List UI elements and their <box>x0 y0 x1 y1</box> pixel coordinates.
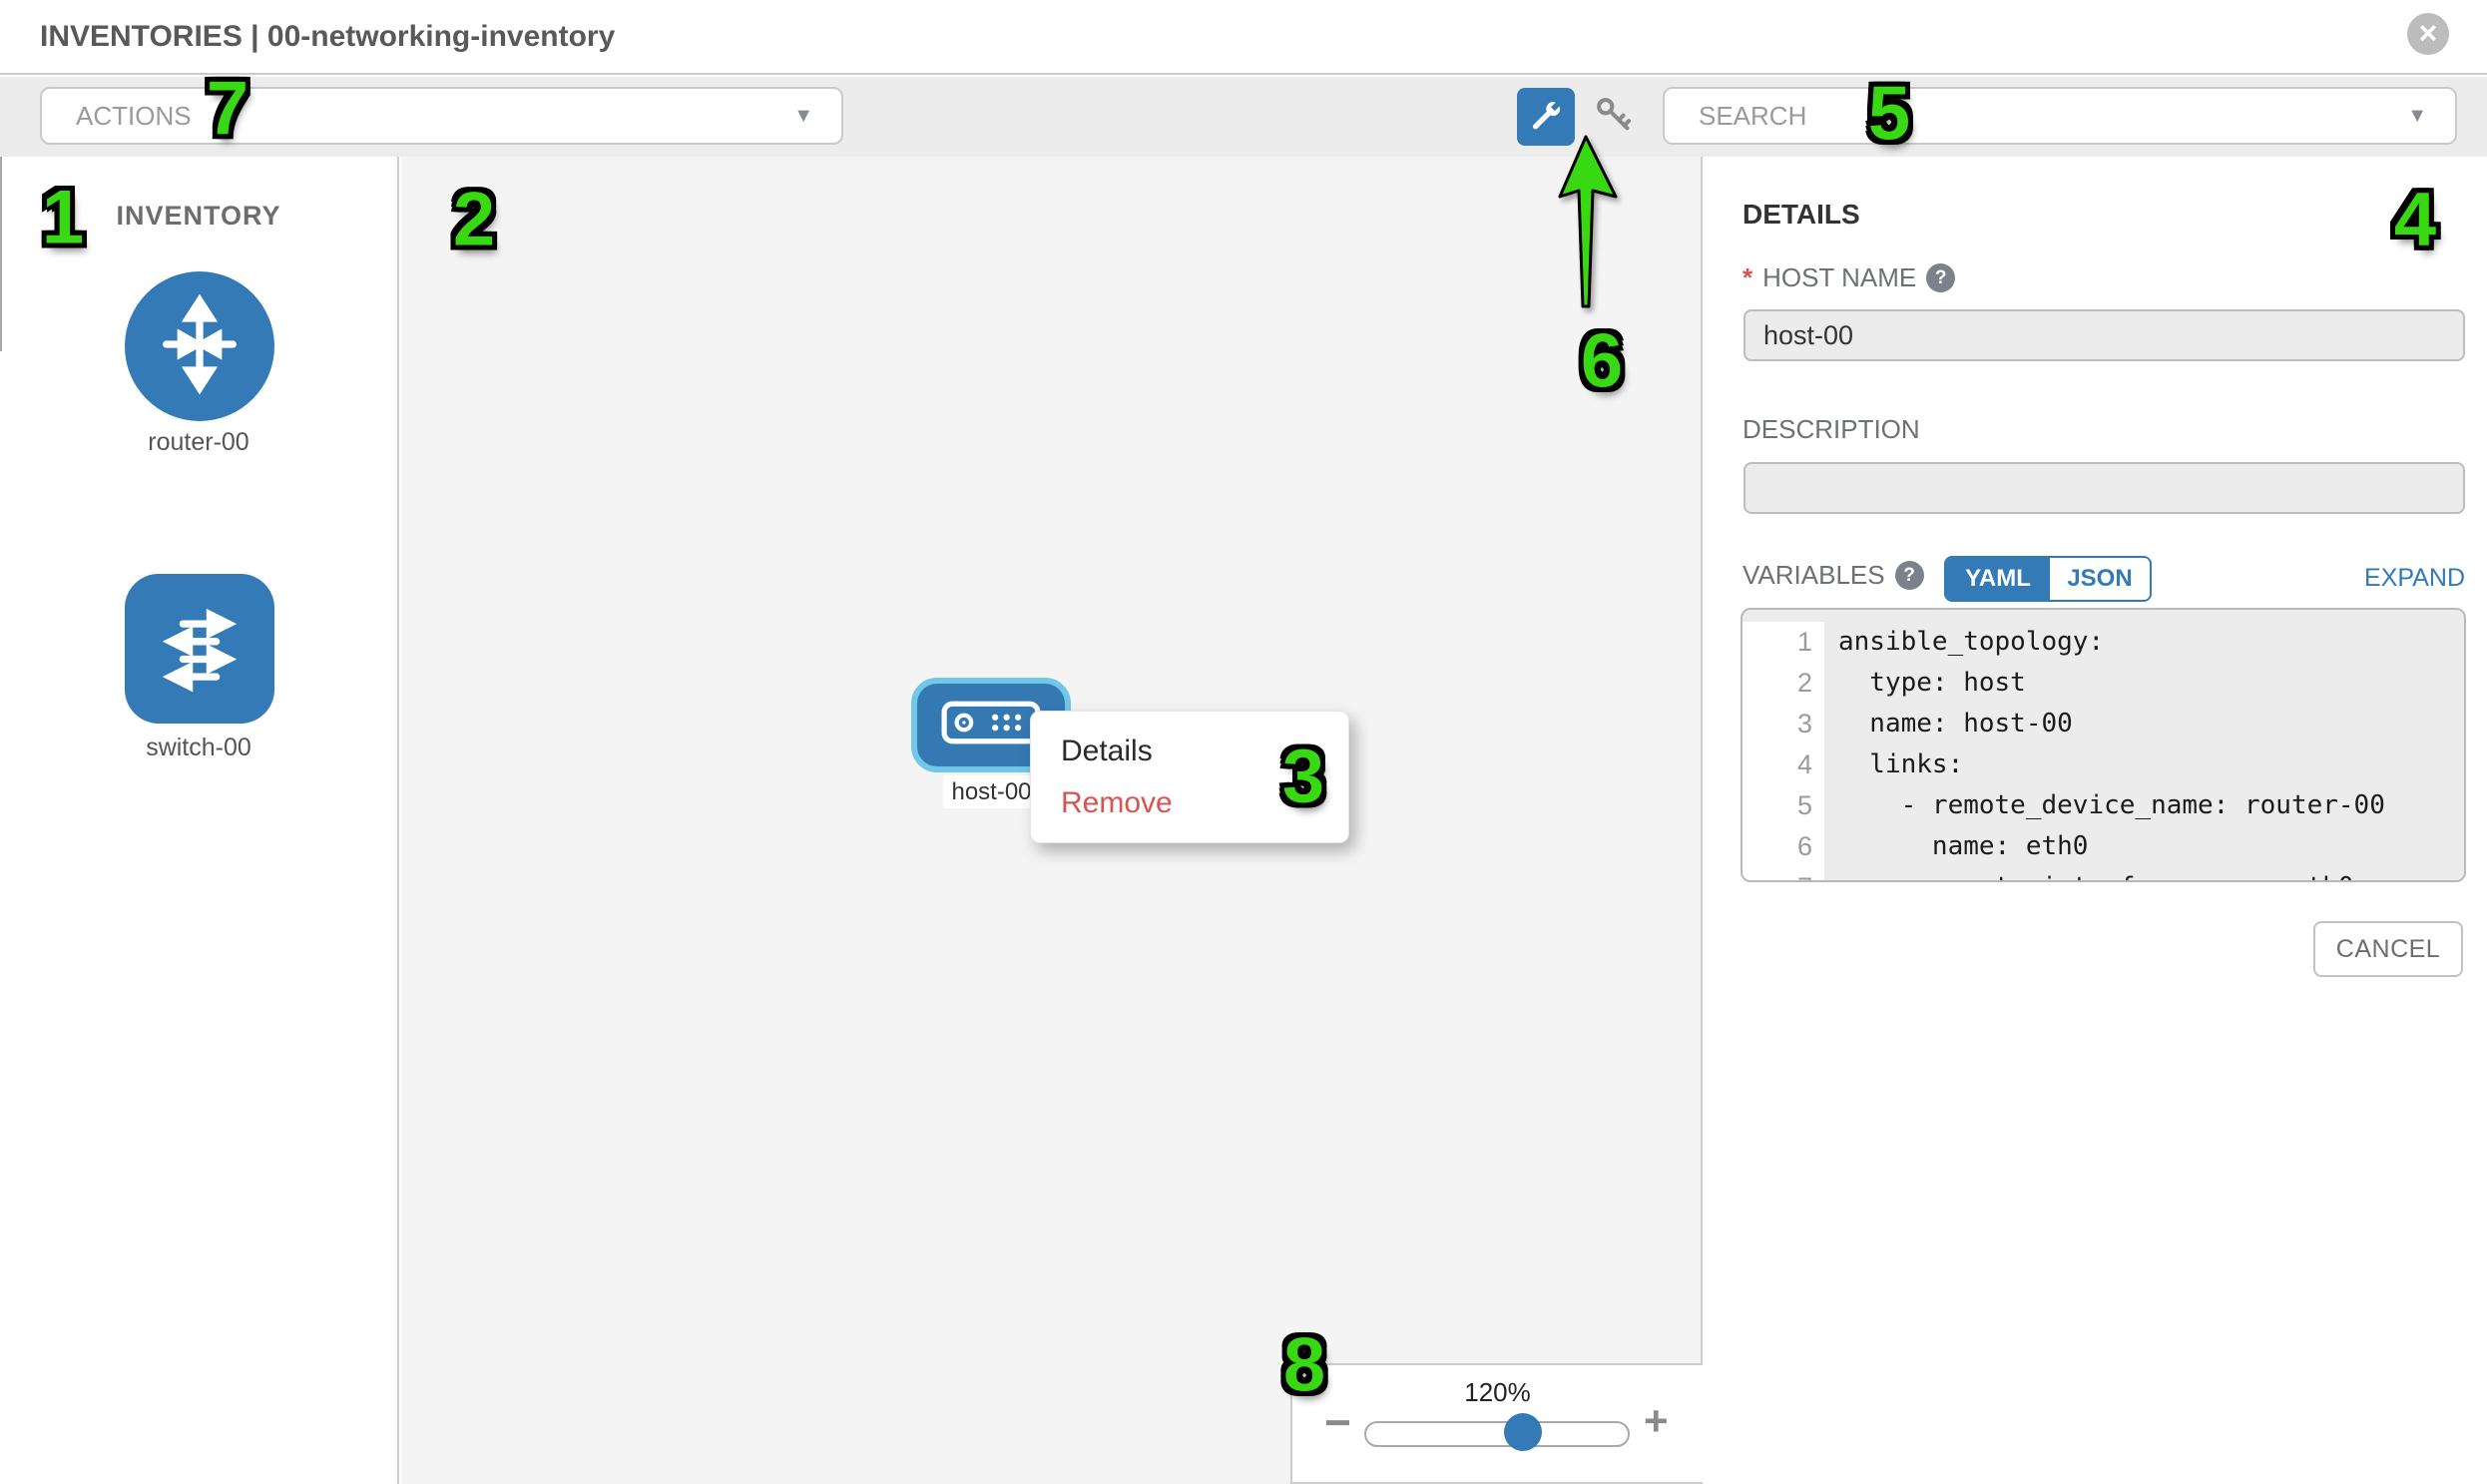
line-number: 7 <box>1742 867 1824 880</box>
zoom-control: 120% − + <box>1290 1363 1703 1484</box>
search-placeholder: SEARCH <box>1699 100 1807 131</box>
zoom-level-value: 120% <box>1464 1377 1531 1407</box>
actions-dropdown-label: ACTIONS <box>76 100 192 131</box>
router-icon <box>148 292 251 401</box>
callout-1: 1 <box>41 175 85 260</box>
line-code: name: eth0 <box>1824 826 2464 867</box>
line-code: - remote_device_name: router-00 <box>1824 785 2464 826</box>
line-code: remote_interface_name: eth0 <box>1824 867 2464 880</box>
callout-8: 8 <box>1282 1322 1326 1408</box>
inventory-palette-title: INVENTORY <box>116 201 281 231</box>
context-menu-item-remove[interactable]: Remove <box>1061 786 1173 819</box>
node-context-menu: Details Remove <box>1030 711 1349 843</box>
code-line: 6 name: eth0 <box>1742 826 2464 867</box>
line-number: 2 <box>1742 663 1824 704</box>
inventory-palette: INVENTORY router-00 <box>0 157 399 1484</box>
callout-5: 5 <box>1867 71 1911 157</box>
details-panel-title: DETAILS <box>1742 199 1860 230</box>
variables-code-editor[interactable]: 1 ansible_topology: 2 type: host 3 name: … <box>1741 608 2466 882</box>
help-icon[interactable]: ? <box>1894 561 1924 590</box>
sidebar-scroll-edge <box>0 157 2 351</box>
required-asterisk: * <box>1742 262 1753 292</box>
code-line: 7 remote_interface_name: eth0 <box>1742 867 2464 880</box>
line-code: ansible_topology: <box>1824 622 2464 663</box>
palette-item-router[interactable] <box>125 271 274 421</box>
credentials-key-button[interactable] <box>1589 93 1639 141</box>
description-field[interactable] <box>1743 462 2465 514</box>
zoom-slider-track[interactable] <box>1364 1421 1630 1447</box>
variables-label: VARIABLES <box>1742 560 1885 590</box>
expand-link[interactable]: EXPAND <box>2364 564 2465 592</box>
callout-up-arrow-icon <box>1557 135 1619 315</box>
page-header: INVENTORIES | 00-networking-inventory × <box>0 0 2487 75</box>
description-label: DESCRIPTION <box>1742 414 1920 444</box>
help-icon[interactable]: ? <box>1926 263 1956 292</box>
variables-label-row: VARIABLES ? <box>1742 560 1924 591</box>
variables-format-toggle: YAML JSON <box>1944 556 2152 602</box>
zoom-in-button[interactable]: + <box>1644 1397 1669 1444</box>
callout-7: 7 <box>206 66 249 152</box>
callout-6: 6 <box>1580 318 1624 404</box>
search-dropdown[interactable]: SEARCH ▼ <box>1663 87 2457 145</box>
chevron-down-icon: ▼ <box>793 104 813 127</box>
host-name-field[interactable] <box>1743 309 2465 361</box>
line-code: links: <box>1824 744 2464 785</box>
details-panel: DETAILS * HOST NAME ? DESCRIPTION VARIAB… <box>1705 157 2487 1484</box>
line-code: type: host <box>1824 663 2464 704</box>
server-icon <box>941 698 1041 752</box>
callout-2: 2 <box>452 177 496 262</box>
code-line: 3 name: host-00 <box>1742 704 2464 744</box>
key-icon <box>1591 93 1637 142</box>
code-lines: 1 ansible_topology: 2 type: host 3 name: … <box>1742 610 2464 880</box>
wrench-icon <box>1530 99 1562 136</box>
zoom-out-button[interactable]: − <box>1324 1396 1351 1448</box>
callout-3: 3 <box>1281 734 1325 819</box>
breadcrumb: INVENTORIES | 00-networking-inventory <box>40 20 616 53</box>
code-line: 2 type: host <box>1742 663 2464 704</box>
line-number: 4 <box>1742 744 1824 785</box>
code-line: 4 links: <box>1742 744 2464 785</box>
line-number: 6 <box>1742 826 1824 867</box>
line-code: name: host-00 <box>1824 704 2464 744</box>
toolbar: ACTIONS ▼ SEARCH ▼ <box>0 77 2487 157</box>
chevron-down-icon: ▼ <box>2407 104 2427 127</box>
description-label-row: DESCRIPTION <box>1742 414 1920 445</box>
line-number: 5 <box>1742 785 1824 826</box>
host-name-label: HOST NAME <box>1762 262 1917 292</box>
palette-item-router-label: router-00 <box>148 428 249 456</box>
zoom-slider-thumb[interactable] <box>1504 1413 1542 1451</box>
host-node-label: host-00 <box>943 775 1040 808</box>
close-icon[interactable]: × <box>2407 13 2449 55</box>
code-line: 1 ansible_topology: <box>1742 622 2464 663</box>
code-line: 5 - remote_device_name: router-00 <box>1742 785 2464 826</box>
palette-item-switch-label: switch-00 <box>146 734 251 761</box>
host-name-label-row: * HOST NAME ? <box>1742 262 1956 293</box>
tab-yaml[interactable]: YAML <box>1946 558 2050 600</box>
callout-4: 4 <box>2393 177 2437 262</box>
configure-tools-button[interactable] <box>1517 88 1575 146</box>
cancel-button[interactable]: CANCEL <box>2313 921 2463 977</box>
tab-json[interactable]: JSON <box>2050 558 2150 600</box>
switch-icon <box>148 595 251 704</box>
line-number: 3 <box>1742 704 1824 744</box>
palette-item-switch[interactable] <box>125 574 274 724</box>
context-menu-item-details[interactable]: Details <box>1061 735 1153 767</box>
topology-canvas[interactable]: host-00 Details Remove 120% − + <box>401 157 1703 1484</box>
line-number: 1 <box>1742 622 1824 663</box>
actions-dropdown[interactable]: ACTIONS ▼ <box>40 87 843 145</box>
